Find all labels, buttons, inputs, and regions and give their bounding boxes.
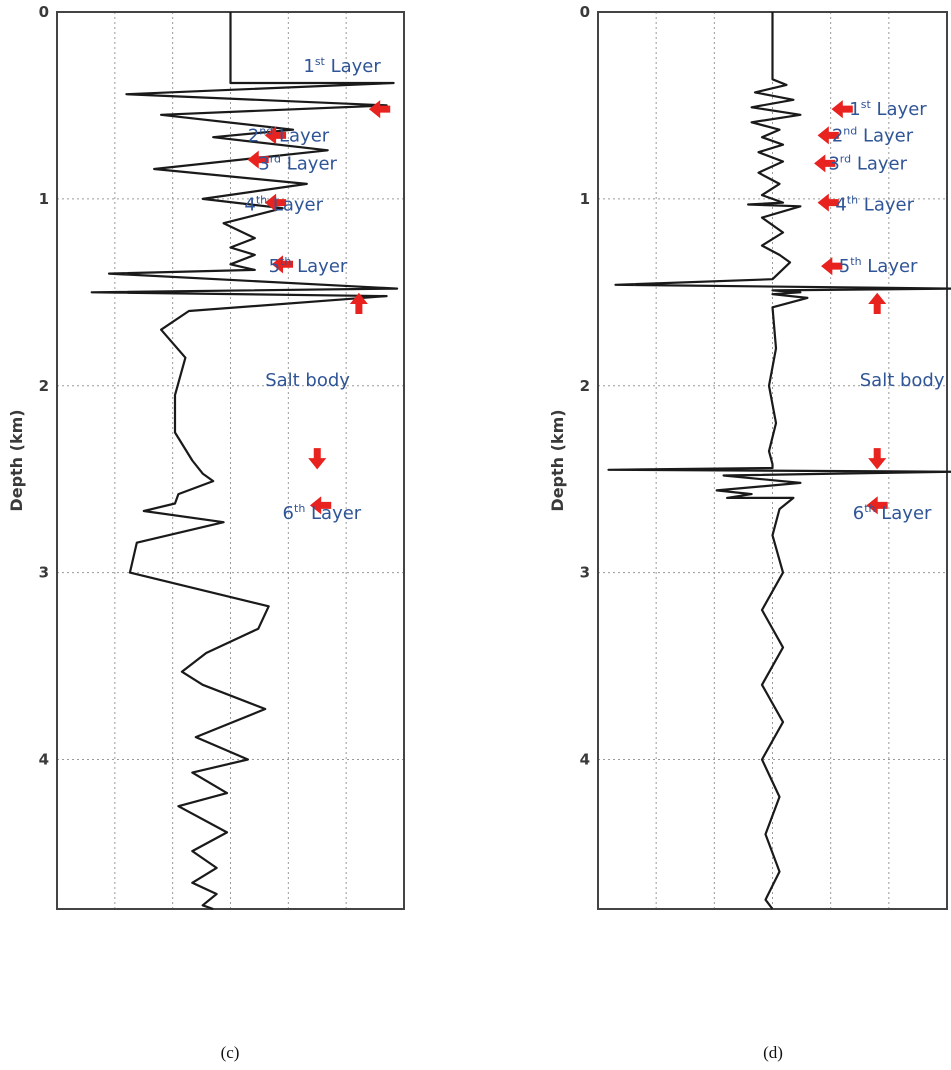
layer-annotation: 5th Layer — [269, 255, 348, 277]
annotation-rest: Layer — [267, 194, 324, 215]
y-tick-label: 3 — [39, 564, 49, 582]
annotation-main: Salt body — [860, 370, 945, 391]
annotation-superscript: nd — [259, 124, 273, 137]
red-arrow-left — [271, 255, 294, 274]
trace-line — [90, 12, 399, 911]
plot-frame — [56, 11, 405, 910]
annotation-main: 1 — [303, 56, 314, 77]
red-arrow-up — [349, 292, 368, 315]
annotation-rest: Layer — [857, 125, 914, 146]
annotation-main: 6 — [853, 503, 864, 524]
panel-caption: (d) — [763, 1043, 783, 1062]
layer-annotation: 6th Layer — [283, 502, 362, 524]
y-tick-label: 3 — [580, 564, 590, 582]
annotation-main: 6 — [283, 503, 294, 524]
y-axis-label: Depth (km) — [7, 409, 26, 511]
layer-annotation: Salt body — [265, 370, 350, 391]
layer-annotation: 3rd Layer — [258, 152, 337, 174]
red-arrow-left — [814, 154, 836, 173]
annotation-main: Salt body — [265, 370, 350, 391]
layer-annotation: 2nd Layer — [832, 124, 914, 146]
layer-annotation: 4th Layer — [244, 193, 323, 215]
y-tick-label: 2 — [39, 377, 49, 395]
red-arrow-left — [817, 126, 839, 145]
annotation-main: 3 — [828, 153, 839, 174]
y-tick-label: 1 — [580, 190, 590, 208]
panel-caption: (c) — [221, 1043, 240, 1062]
trace-line — [607, 12, 951, 910]
layer-annotation: Salt body — [860, 370, 945, 391]
layer-annotation: 4th Layer — [835, 193, 914, 215]
annotation-main: 5 — [269, 256, 280, 277]
annotation-superscript: rd — [840, 152, 851, 165]
annotation-superscript: th — [294, 502, 305, 515]
annotation-rest: Layer — [876, 503, 933, 524]
layer-annotation: 3rd Layer — [828, 152, 907, 174]
annotation-rest: Layer — [305, 503, 362, 524]
red-arrow-left — [821, 257, 843, 276]
annotation-rest: Layer — [862, 256, 919, 277]
annotation-main: 3 — [258, 153, 269, 174]
y-axis-label: Depth (km) — [548, 409, 567, 511]
layer-annotation: 5th Layer — [839, 255, 918, 277]
annotation-main: 2 — [832, 125, 843, 146]
layer-annotation: 2nd Layer — [248, 124, 330, 146]
annotation-superscript: th — [847, 193, 858, 206]
annotation-rest: Layer — [851, 153, 908, 174]
red-arrow-left — [247, 150, 269, 169]
annotation-rest: Layer — [858, 194, 915, 215]
y-tick-label: 2 — [580, 377, 590, 395]
red-arrow-up — [868, 292, 887, 315]
annotation-rest: Layer — [273, 125, 330, 146]
red-arrow-left — [309, 496, 332, 515]
layer-annotation: 6th Layer — [853, 502, 932, 524]
annotation-main: 1 — [849, 99, 860, 120]
red-arrow-left — [866, 496, 888, 515]
annotation-superscript: th — [280, 255, 291, 268]
red-arrow-down — [868, 448, 887, 470]
annotation-rest: Layer — [325, 56, 382, 77]
y-tick-label: 4 — [580, 751, 590, 769]
y-tick-label: 0 — [39, 3, 49, 21]
red-arrow-left — [264, 193, 287, 212]
red-arrow-down — [308, 448, 327, 470]
red-arrow-left — [264, 126, 287, 145]
annotation-superscript: th — [256, 193, 267, 206]
annotation-main: 2 — [248, 125, 259, 146]
annotation-superscript: rd — [270, 152, 281, 165]
y-tick-label: 4 — [39, 751, 49, 769]
annotation-main: 4 — [835, 194, 846, 215]
annotation-superscript: th — [850, 255, 861, 268]
annotation-main: 4 — [244, 194, 255, 215]
annotation-superscript: nd — [843, 124, 857, 137]
y-tick-label: 1 — [39, 190, 49, 208]
annotation-main: 5 — [839, 256, 850, 277]
annotation-rest: Layer — [291, 256, 348, 277]
red-arrow-left — [831, 100, 853, 119]
layer-annotation: 1st Layer — [303, 55, 381, 77]
annotation-superscript: st — [861, 98, 872, 111]
red-arrow-left — [368, 100, 391, 119]
annotation-superscript: st — [315, 55, 326, 68]
annotation-rest: Layer — [871, 99, 928, 120]
annotation-rest: Layer — [281, 153, 338, 174]
red-arrow-left — [817, 193, 839, 212]
annotation-superscript: th — [864, 502, 875, 515]
y-tick-label: 0 — [580, 3, 590, 21]
layer-annotation: 1st Layer — [849, 98, 927, 120]
